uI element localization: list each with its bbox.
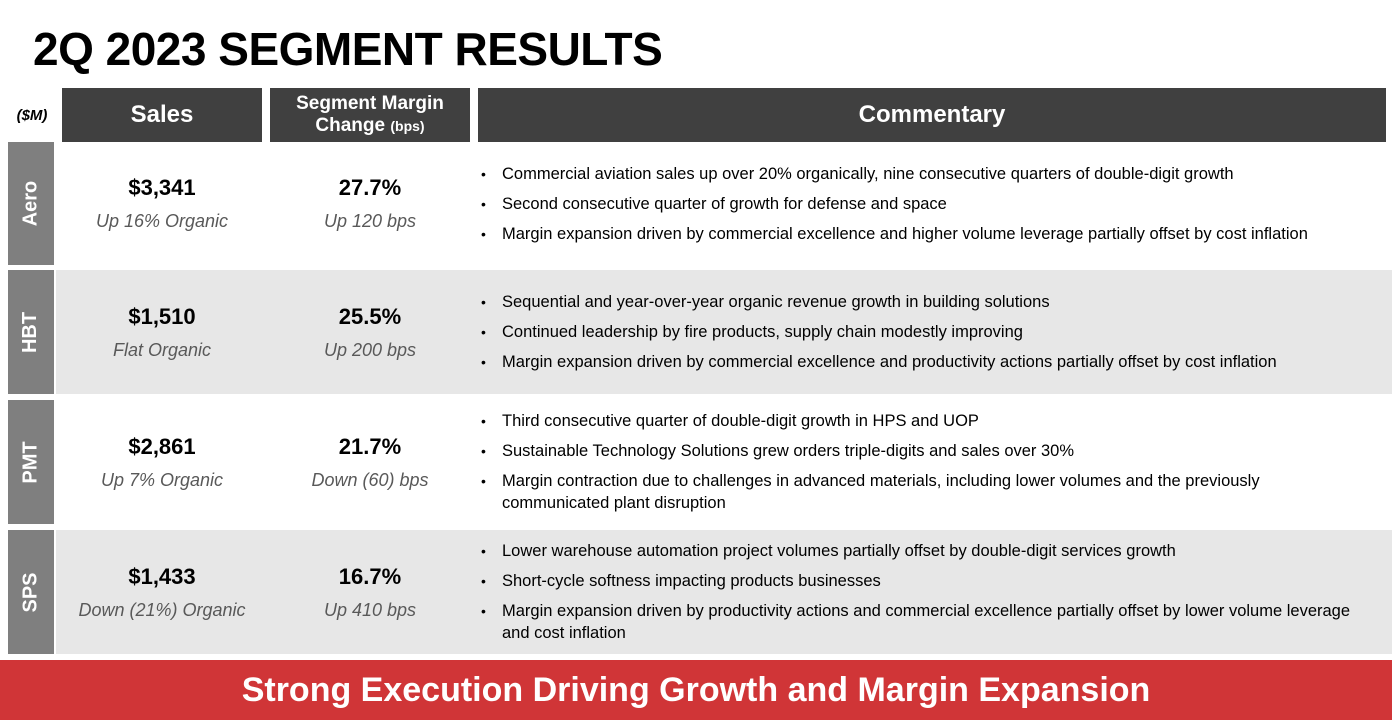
segment-name: PMT — [19, 440, 42, 484]
sales-note: Down (21%) Organic — [78, 599, 246, 620]
sales-note: Up 7% Organic — [100, 469, 224, 490]
sales-note: Up 16% Organic — [95, 211, 229, 231]
commentary-item: Margin expansion driven by productivity … — [478, 600, 1358, 644]
commentary-item: Continued leadership by fire products, s… — [478, 321, 1358, 343]
commentary-item: Margin expansion driven by commercial ex… — [478, 223, 1358, 245]
commentary-item: Short-cycle softness impacting products … — [478, 570, 1358, 592]
commentary-list: Lower warehouse automation project volum… — [478, 530, 1358, 654]
margin-note: Up 410 bps — [323, 599, 417, 620]
commentary-item: Second consecutive quarter of growth for… — [478, 193, 1358, 215]
commentary-item: Margin contraction due to challenges in … — [478, 470, 1358, 514]
segment-label: Aero — [8, 142, 54, 265]
margin-note: Down (60) bps — [311, 469, 429, 490]
commentary-item: Commercial aviation sales up over 20% or… — [478, 163, 1358, 185]
margin-cell: 16.7% Up 410 bps — [270, 530, 470, 654]
header-commentary: Commentary — [478, 88, 1386, 142]
commentary-item: Third consecutive quarter of double-digi… — [478, 410, 1358, 432]
header-margin-line2: Change (bps) — [315, 115, 424, 137]
sales-value: $1,510 — [128, 303, 196, 329]
sales-cell: $2,861 Up 7% Organic — [62, 400, 262, 524]
margin-value: 25.5% — [338, 303, 402, 329]
header-segment-margin: Segment Margin Change (bps) — [270, 88, 470, 142]
sales-note: Flat Organic — [112, 339, 212, 360]
commentary-list: Third consecutive quarter of double-digi… — [478, 400, 1358, 524]
commentary-item: Sustainable Technology Solutions grew or… — [478, 440, 1358, 462]
margin-value: 27.7% — [338, 175, 402, 200]
commentary-item: Margin expansion driven by commercial ex… — [478, 351, 1358, 373]
sales-cell: $1,433 Down (21%) Organic — [62, 530, 262, 654]
segment-row-aero: Aero $3,341 Up 16% Organic 27.7% Up 120 … — [0, 142, 1392, 265]
page-title: 2Q 2023 SEGMENT RESULTS — [33, 23, 663, 75]
segment-row-pmt: PMT $2,861 Up 7% Organic 21.7% Down (60)… — [0, 400, 1392, 524]
margin-note: Up 120 bps — [323, 211, 417, 231]
commentary-item: Sequential and year-over-year organic re… — [478, 291, 1358, 313]
segment-name: SPS — [19, 571, 42, 613]
header-sales: Sales — [62, 88, 262, 142]
sales-cell: $1,510 Flat Organic — [62, 270, 262, 394]
sales-cell: $3,341 Up 16% Organic — [62, 142, 262, 265]
segment-label: PMT — [8, 400, 54, 524]
segment-row-hbt: HBT $1,510 Flat Organic 25.5% Up 200 bps… — [0, 270, 1392, 394]
unit-label: ($M) — [16, 106, 48, 124]
margin-note: Up 200 bps — [323, 339, 417, 360]
sales-value: $2,861 — [128, 433, 196, 459]
header-margin-line1: Segment Margin — [296, 93, 444, 114]
segment-row-sps: SPS $1,433 Down (21%) Organic 16.7% Up 4… — [0, 530, 1392, 654]
header-margin-change: Change — [315, 115, 386, 136]
header-margin-suffix: (bps) — [390, 118, 425, 134]
segment-name: Aero — [19, 180, 42, 227]
sales-value: $3,341 — [128, 175, 196, 200]
commentary-item: Lower warehouse automation project volum… — [478, 540, 1358, 562]
margin-value: 21.7% — [338, 433, 402, 459]
segment-label: SPS — [8, 530, 54, 654]
margin-cell: 21.7% Down (60) bps — [270, 400, 470, 524]
margin-cell: 27.7% Up 120 bps — [270, 142, 470, 265]
segment-label: HBT — [8, 270, 54, 394]
sales-value: $1,433 — [128, 563, 196, 589]
commentary-list: Sequential and year-over-year organic re… — [478, 270, 1358, 394]
commentary-list: Commercial aviation sales up over 20% or… — [478, 142, 1358, 265]
summary-banner: Strong Execution Driving Growth and Marg… — [0, 660, 1392, 720]
segment-name: HBT — [19, 311, 42, 353]
margin-value: 16.7% — [338, 563, 402, 589]
margin-cell: 25.5% Up 200 bps — [270, 270, 470, 394]
